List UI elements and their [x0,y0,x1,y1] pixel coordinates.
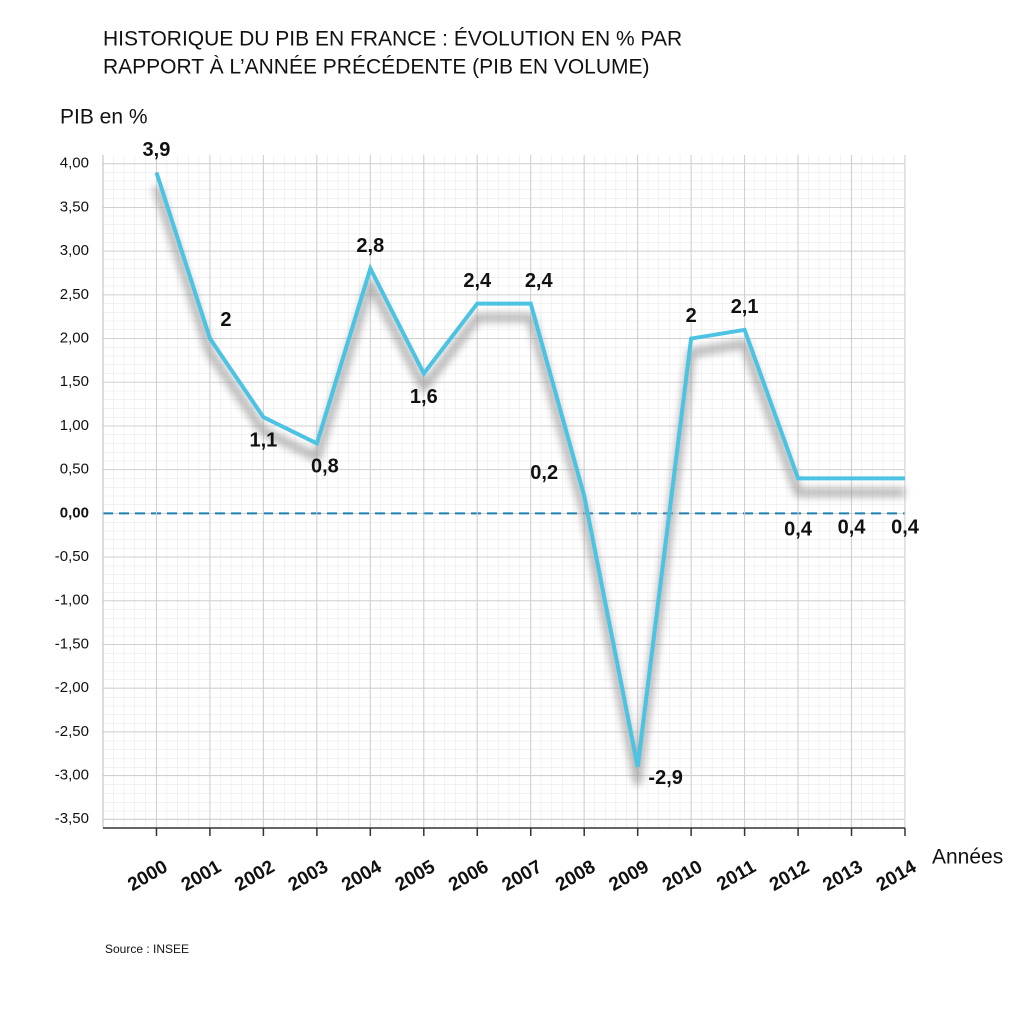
x-tick-label: 2004 [338,856,385,896]
data-label: 2,1 [731,296,759,318]
x-tick-label: 2007 [499,856,546,895]
x-tick-label: 2011 [713,856,760,895]
data-label: 2,8 [356,235,384,257]
line [154,171,905,768]
data-label: 1,6 [410,386,438,408]
x-tick-label: 2002 [231,856,278,895]
source: Source : INSEE [105,942,189,956]
y-tick-label: 1,50 [60,373,89,390]
y-tick-label: 1,00 [60,417,89,434]
y-tick-label: -1,00 [55,592,89,609]
y-tick-label: -2,00 [55,679,89,696]
x-axis-label: Années [932,846,1003,869]
data-label: 0,4 [838,517,867,539]
x-tick-label: 2010 [659,856,706,895]
y-tick-label: -3,50 [55,810,89,827]
x-tick-label: 2006 [445,856,492,895]
x-tick-label: 2003 [285,856,332,895]
y-tick-label: 2,00 [60,330,89,347]
y-tick-label: -1,50 [55,635,89,652]
data-label: 0,4 [891,517,920,539]
line-shadow [152,185,905,786]
data-label: 2,4 [463,270,492,292]
data-label: 0,8 [311,456,339,478]
data-label: 0,4 [784,519,813,541]
data-label: 2 [220,309,231,331]
y-tick-label: -0,50 [55,548,89,565]
chart-title: RAPPORT À L’ANNÉE PRÉCÉDENTE (PIB EN VOL… [103,56,650,79]
x-tick-label: 2014 [873,856,920,896]
y-tick-label: 0,50 [60,461,89,478]
chart-title: HISTORIQUE DU PIB EN FRANCE : ÉVOLUTION … [103,28,682,51]
y-tick-label: -2,50 [55,723,89,740]
y-tick-label: -3,00 [55,767,89,784]
data-label: -2,9 [648,767,682,789]
y-tick-label: 4,00 [60,155,89,172]
y-axis-label: PIB en % [60,106,148,129]
x-tick-label: 2012 [766,856,813,895]
data-label: 3,9 [143,139,171,161]
y-tick-label: 2,50 [60,286,89,303]
data-label: 1,1 [249,429,277,451]
y-tick-label: 3,50 [60,198,89,215]
data-label: 2 [686,305,697,327]
data-label: 2,4 [525,270,554,292]
minor-grid [103,155,905,828]
y-tick-label: 0,00 [60,504,89,521]
y-tick-label: 3,00 [60,242,89,259]
x-tick-label: 2000 [124,856,171,895]
x-tick-label: 2009 [606,856,653,895]
x-tick-label: 2001 [178,856,225,896]
data-label: 0,2 [530,462,558,484]
x-tick-label: 2013 [819,856,866,895]
x-tick-label: 2005 [392,856,439,896]
x-tick-label: 2008 [552,856,599,895]
